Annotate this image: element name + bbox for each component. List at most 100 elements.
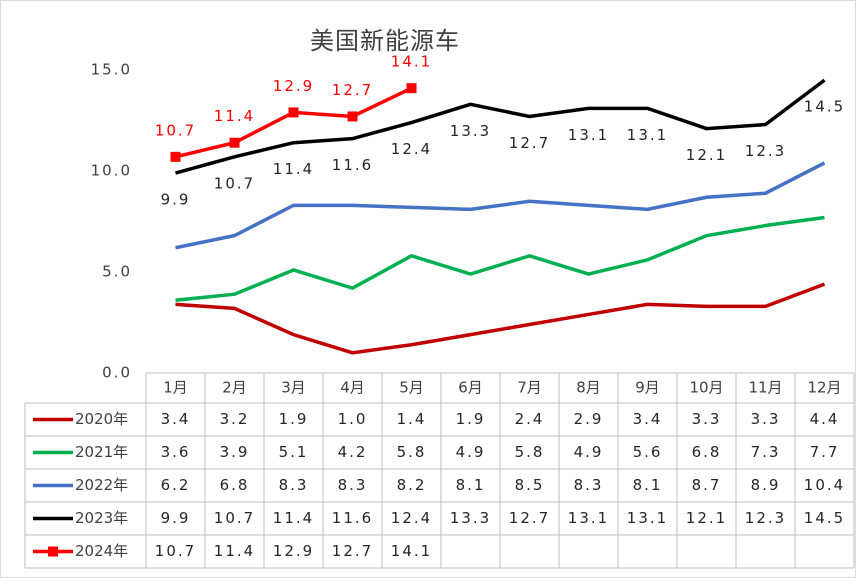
x-tick-label: 8月 [576,379,601,397]
table-cell: 8.3 [338,476,368,494]
table-cell: 5.1 [279,443,309,461]
table-cell: 1.9 [456,410,486,428]
legend-label: 2021年 [75,443,128,461]
data-label: 12.3 [745,142,786,160]
table-cell: 3.4 [161,410,191,428]
data-label: 10.7 [155,121,196,139]
table-cell: 11.4 [273,509,314,527]
table-cell: 2.4 [515,410,545,428]
x-tick-label: 7月 [517,379,542,397]
data-label: 13.3 [450,122,491,140]
data-label: 12.4 [391,140,432,158]
table-cell: 3.3 [751,410,781,428]
table-cell: 8.7 [692,476,722,494]
table-cell: 10.7 [214,509,255,527]
data-label: 13.1 [568,126,609,144]
table-cell: 14.5 [804,509,845,527]
table-cell: 5.8 [515,443,545,461]
table-cell: 13.3 [450,509,491,527]
x-tick-label: 10月 [689,379,723,397]
table-cell: 4.4 [810,410,840,428]
table-cell: 3.9 [220,443,250,461]
series-line [175,282,826,355]
series-line [175,78,826,175]
x-tick-label: 5月 [399,379,424,397]
table-cell: 1.4 [397,410,427,428]
series-line [175,215,825,303]
table-cell: 7.7 [810,443,840,461]
marker [347,111,358,122]
x-tick-label: 2月 [222,379,247,397]
table-cell: 11.4 [214,542,255,560]
chart-title: 美国新能源车 [310,27,460,55]
table-cell: 8.3 [574,476,604,494]
table-cell: 3.6 [161,443,191,461]
x-tick-label: 9月 [635,379,660,397]
table-cell: 3.4 [633,410,663,428]
data-label: 11.4 [214,107,255,125]
table-cell: 12.7 [509,509,550,527]
table-cell: 6.8 [220,476,250,494]
x-tick-label: 4月 [340,379,365,397]
data-label: 13.1 [627,126,668,144]
marker [170,151,181,162]
x-tick-label: 1月 [163,379,188,397]
table-cell: 11.6 [332,509,373,527]
table-cell: 8.5 [515,476,545,494]
table-cell: 12.9 [273,542,314,560]
data-label: 11.4 [273,160,314,178]
table-cell: 8.2 [397,476,427,494]
legend-label: 2024年 [75,542,128,560]
table-cell: 9.9 [161,509,191,527]
data-label: 11.6 [332,156,373,174]
x-tick-label: 11月 [748,379,782,397]
x-tick-label: 3月 [281,379,306,397]
table-cell: 3.2 [220,410,250,428]
marker [229,137,240,148]
table-cell: 7.3 [751,443,781,461]
table-cell: 6.2 [161,476,191,494]
data-label: 12.7 [509,134,550,152]
table-cell: 1.0 [338,410,368,428]
data-label: 12.9 [273,77,314,95]
table-cell: 13.1 [627,509,668,527]
table-cell: 1.9 [279,410,309,428]
data-label: 12.7 [332,81,373,99]
data-label: 14.5 [804,98,845,116]
table-cell: 12.7 [332,542,373,560]
table-cell: 13.1 [568,509,609,527]
data-label: 12.1 [686,146,727,164]
table-cell: 10.4 [804,476,845,494]
table-cell: 12.3 [745,509,786,527]
x-tick-label: 6月 [458,379,483,397]
legend-label: 2023年 [75,509,128,527]
table-cell: 6.8 [692,443,722,461]
table-cell: 8.1 [633,476,663,494]
table-cell: 8.9 [751,476,781,494]
series-line [175,161,826,250]
y-tick-label: 5.0 [102,263,132,281]
table-cell: 5.6 [633,443,663,461]
table-cell: 14.1 [391,542,432,560]
data-label: 9.9 [161,191,191,209]
table-cell: 2.9 [574,410,604,428]
table-cell: 10.7 [155,542,196,560]
table-cell: 8.1 [456,476,486,494]
y-tick-label: 10.0 [91,162,132,180]
table-cell: 4.2 [338,443,368,461]
y-tick-label: 0.0 [102,364,132,382]
data-label: 14.1 [391,53,432,71]
table-cell: 5.8 [397,443,427,461]
legend-label: 2022年 [75,476,128,494]
legend-label: 2020年 [75,410,128,428]
marker [406,83,417,94]
marker [288,107,299,118]
table-cell: 3.3 [692,410,722,428]
table-cell: 12.1 [686,509,727,527]
legend-marker [48,546,58,557]
table-cell: 8.3 [279,476,309,494]
table-cell: 12.4 [391,509,432,527]
table-cell: 4.9 [456,443,486,461]
